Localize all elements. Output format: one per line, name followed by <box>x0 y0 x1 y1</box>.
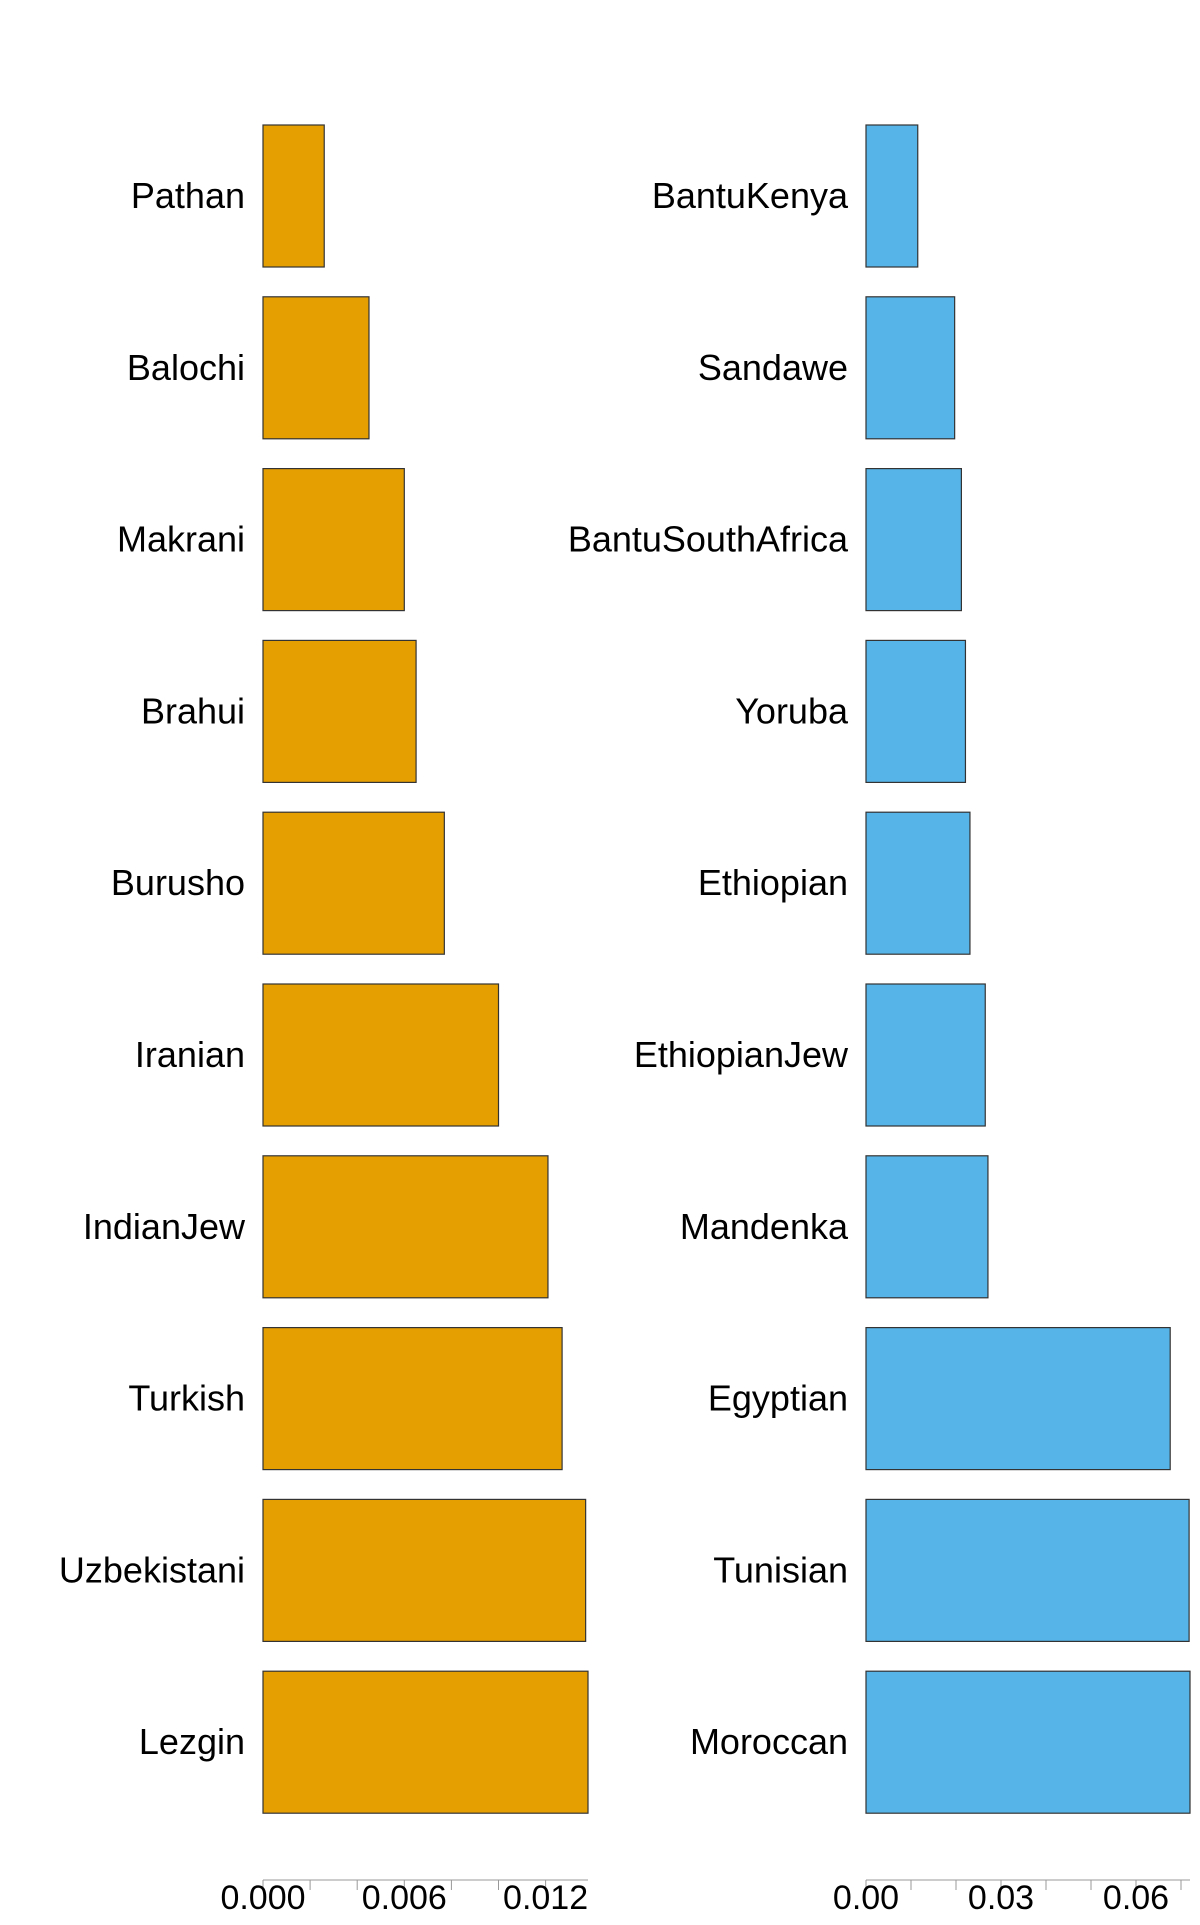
x-tick-label: 0.006 <box>362 1879 447 1917</box>
category-label: Ethiopian <box>698 862 848 903</box>
x-tick-label: 0.00 <box>833 1879 899 1917</box>
category-label: IndianJew <box>83 1206 246 1247</box>
category-label: Yoruba <box>735 690 849 731</box>
category-label: Moroccan <box>690 1721 848 1762</box>
bar-bantusouthafrica <box>865 468 963 612</box>
bar-sandawe <box>865 296 956 440</box>
category-label: EthiopianJew <box>634 1034 849 1075</box>
category-label: Pathan <box>131 175 245 216</box>
bar-yoruba <box>865 639 967 784</box>
category-label: Balochi <box>127 347 245 388</box>
bar-makrani <box>262 468 405 612</box>
category-label: Uzbekistani <box>59 1549 245 1590</box>
x-tick-label: 0.03 <box>968 1879 1034 1917</box>
x-tick-label: 0.012 <box>503 1879 588 1917</box>
bar-uzbekistani <box>262 1498 587 1643</box>
bar-ethiopianjew <box>865 983 986 1127</box>
bar-moroccan <box>865 1670 1191 1814</box>
bar-pathan <box>262 124 325 268</box>
bar-mandenka <box>865 1155 989 1299</box>
bar-indianjew <box>262 1155 549 1299</box>
category-label: Sandawe <box>698 347 848 388</box>
category-label: BantuSouthAfrica <box>568 519 849 560</box>
bar-burusho <box>262 811 445 955</box>
bar-ethiopian <box>865 811 971 955</box>
category-label: Egyptian <box>708 1378 848 1419</box>
category-label: Mandenka <box>680 1206 849 1247</box>
category-label: Turkish <box>128 1378 245 1419</box>
category-label: BantuKenya <box>652 175 849 216</box>
bar-iranian <box>262 983 500 1127</box>
bar-brahui <box>262 639 417 784</box>
category-label: Iranian <box>135 1034 245 1075</box>
bar-tunisian <box>865 1498 1190 1643</box>
category-label: Burusho <box>111 862 245 903</box>
x-tick-label: 0.000 <box>220 1879 305 1917</box>
category-label: Lezgin <box>139 1721 245 1762</box>
bar-egyptian <box>865 1326 1171 1471</box>
category-label: Brahui <box>141 690 245 731</box>
x-tick-label: 0.06 <box>1103 1879 1169 1917</box>
bar-lezgin <box>262 1670 589 1814</box>
category-label: Makrani <box>117 519 245 560</box>
bar-balochi <box>262 296 370 440</box>
bar-turkish <box>262 1326 563 1471</box>
category-label: Tunisian <box>713 1549 848 1590</box>
bar-bantukenya <box>865 124 919 268</box>
